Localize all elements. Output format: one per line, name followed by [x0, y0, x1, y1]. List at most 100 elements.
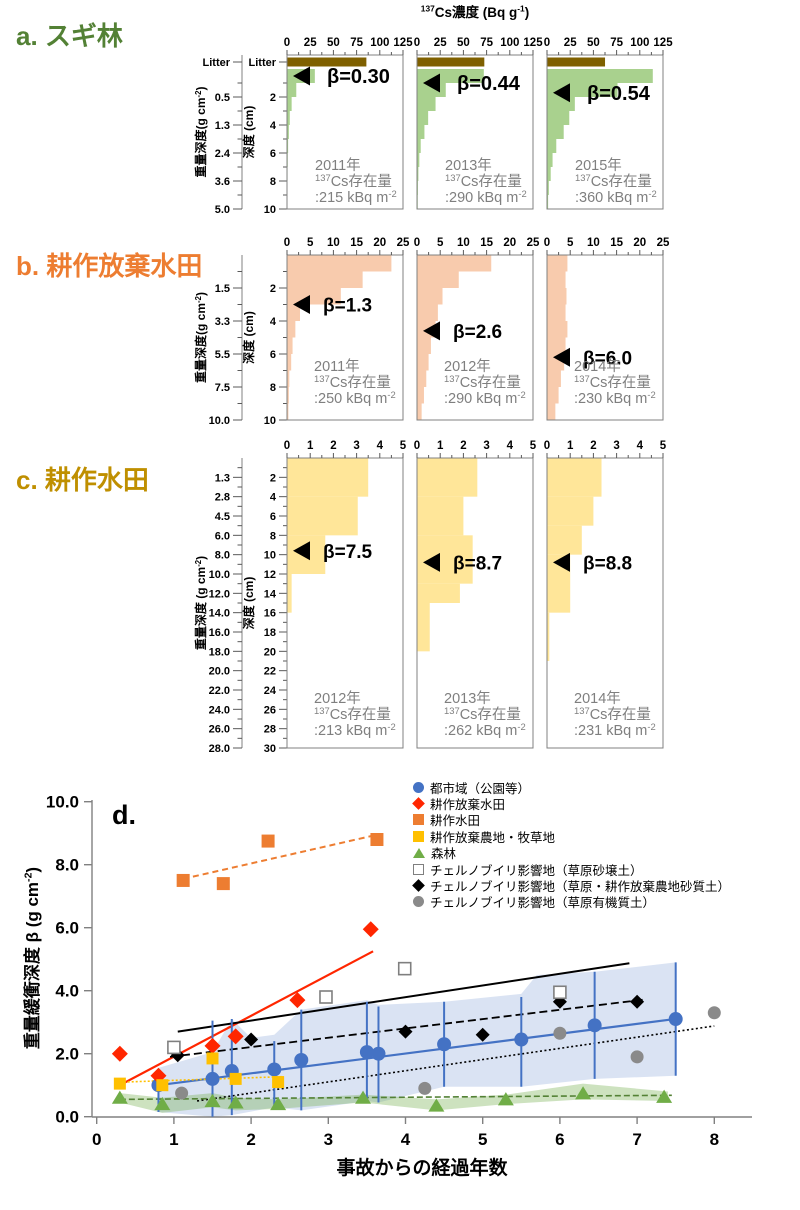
x-tick-label: 10 [327, 237, 340, 249]
scatter-y-axis-title: 重量緩衝深度 β (g cm-2) [22, 866, 42, 1050]
legend-item: 都市域（公園等） [413, 779, 730, 796]
x-tick-label: 0 [414, 237, 420, 249]
scatter-y-tick-label: 8.0 [55, 856, 79, 875]
profile-bar [417, 271, 459, 288]
profile-bar [417, 337, 431, 354]
x-tick-label: 2 [590, 440, 596, 452]
data-point [437, 1037, 452, 1052]
x-tick-label: 3 [483, 440, 489, 452]
x-tick-label: 25 [304, 37, 317, 49]
year-label: 2015年 [575, 157, 622, 174]
profile-bar [417, 125, 425, 139]
depth-tick-label: 8 [270, 530, 276, 542]
legend-item: 耕作放棄農地・牧草地 [413, 828, 730, 845]
profile-bar [547, 271, 566, 288]
panel-a-title: a. スギ林 [16, 21, 123, 51]
profile-panel-a: Litter 0.5 1.3 2.4 3.6 5.0 重量深度(g cm-2) Litter 2… [193, 37, 673, 216]
litter-bar [417, 57, 485, 67]
x-tick-label: 50 [587, 37, 600, 49]
data-point [229, 1072, 242, 1085]
lower-dotted-trend [196, 1025, 715, 1102]
x-tick-label: 0 [414, 37, 420, 49]
cultivated-paddy-marker-icon [413, 814, 424, 826]
data-point [261, 834, 275, 848]
data-point [630, 1050, 644, 1064]
cs-inventory-value: :231 kBq m-2 [574, 721, 656, 740]
upper-black-trend [177, 962, 630, 1033]
legend-item: チェルノブイリ影響地（草原砂壌土） [413, 861, 730, 878]
data-point [244, 1032, 259, 1047]
profile-bar [287, 337, 293, 354]
weight-tick-label: 12.0 [209, 588, 230, 600]
year-label: 2012年 [444, 358, 491, 375]
series-cultivated-paddy [176, 833, 384, 891]
profile-bar [417, 97, 436, 111]
data-point [553, 985, 567, 1000]
weight-tick-label: 2.8 [215, 492, 230, 504]
litter-bar [547, 57, 606, 67]
legend-item: 耕作放棄水田 [412, 795, 730, 812]
depth-tick-label: 6 [270, 511, 276, 523]
depth-tick-label: 10 [264, 204, 276, 216]
x-tick-label: 100 [370, 37, 389, 49]
x-tick-label: 50 [457, 37, 470, 49]
data-point [398, 1024, 413, 1039]
data-point [514, 1032, 529, 1047]
cs-inventory-label: 137Cs存在量 [574, 705, 651, 724]
data-point [359, 1045, 374, 1060]
profile-bar [287, 403, 289, 420]
profile-band [547, 525, 582, 555]
x-tick-label: 5 [437, 237, 444, 249]
depth-tick-label: 8 [270, 382, 276, 394]
scatter-x-tick-label: 3 [324, 1130, 333, 1149]
weight-tick-label: 5.0 [215, 204, 230, 216]
x-tick-label: 100 [500, 37, 519, 49]
x-tick-label: 3 [353, 440, 359, 452]
x-tick-label: 0 [544, 237, 550, 249]
profile-bar [417, 255, 492, 272]
panel-c-title: c. 耕作水田 [16, 465, 149, 495]
data-point [553, 1026, 567, 1040]
x-tick-label: 0 [284, 440, 290, 452]
x-tick-label: 125 [653, 37, 673, 49]
data-point [371, 1046, 386, 1061]
panel-d-label: d. [112, 800, 136, 830]
data-point [167, 1040, 181, 1055]
scatter-x-tick-label: 1 [169, 1130, 178, 1149]
profile-panel-b: 1.5 3.3 5.5 7.5 10.0 重量深度(g cm-2) 2 4 6 8 10 深度 (cm… [193, 237, 670, 427]
series-forest [111, 1086, 673, 1112]
cs-inventory-label: 137Cs存在量 [445, 172, 522, 191]
beta-value-label: β=0.54 [587, 83, 651, 105]
profile-bar [417, 370, 427, 387]
profile-bar [417, 167, 419, 181]
profile-band [287, 574, 292, 613]
cs-inventory-value: :250 kBq m-2 [314, 389, 396, 408]
depth-axis-label: 深度 (cm) [241, 311, 256, 364]
data-point [319, 990, 333, 1004]
x-tick-label: 25 [434, 37, 447, 49]
data-point [656, 1089, 673, 1103]
data-point [362, 921, 379, 938]
data-point [204, 1093, 221, 1107]
x-tick-label: 15 [610, 237, 623, 249]
depth-tick-label: 14 [264, 588, 277, 600]
weight-tick-label: 10.0 [209, 415, 230, 427]
weight-tick-label: 24.0 [209, 704, 230, 716]
x-tick-label: 25 [397, 237, 410, 249]
x-tick-label: 100 [630, 37, 649, 49]
profile-bar [287, 387, 289, 404]
x-tick-label: 0 [544, 37, 550, 49]
beta-arrow-icon [293, 295, 310, 314]
beta-value-label: β=0.30 [327, 66, 390, 88]
weight-tick-label: 3.6 [215, 176, 230, 188]
profile-band [287, 496, 358, 536]
beta-value-label: β=0.44 [457, 73, 521, 95]
profile-bar [547, 139, 557, 153]
depth-tick-label: Litter [249, 57, 277, 69]
depth-axis-label: 深度 (cm) [241, 106, 256, 159]
weight-axis-label: 重量深度 (g cm-2) [193, 556, 208, 650]
profile-bar [547, 337, 566, 354]
data-point [175, 1086, 189, 1100]
chernobyl-sandy-grassland-marker-icon [413, 863, 424, 875]
